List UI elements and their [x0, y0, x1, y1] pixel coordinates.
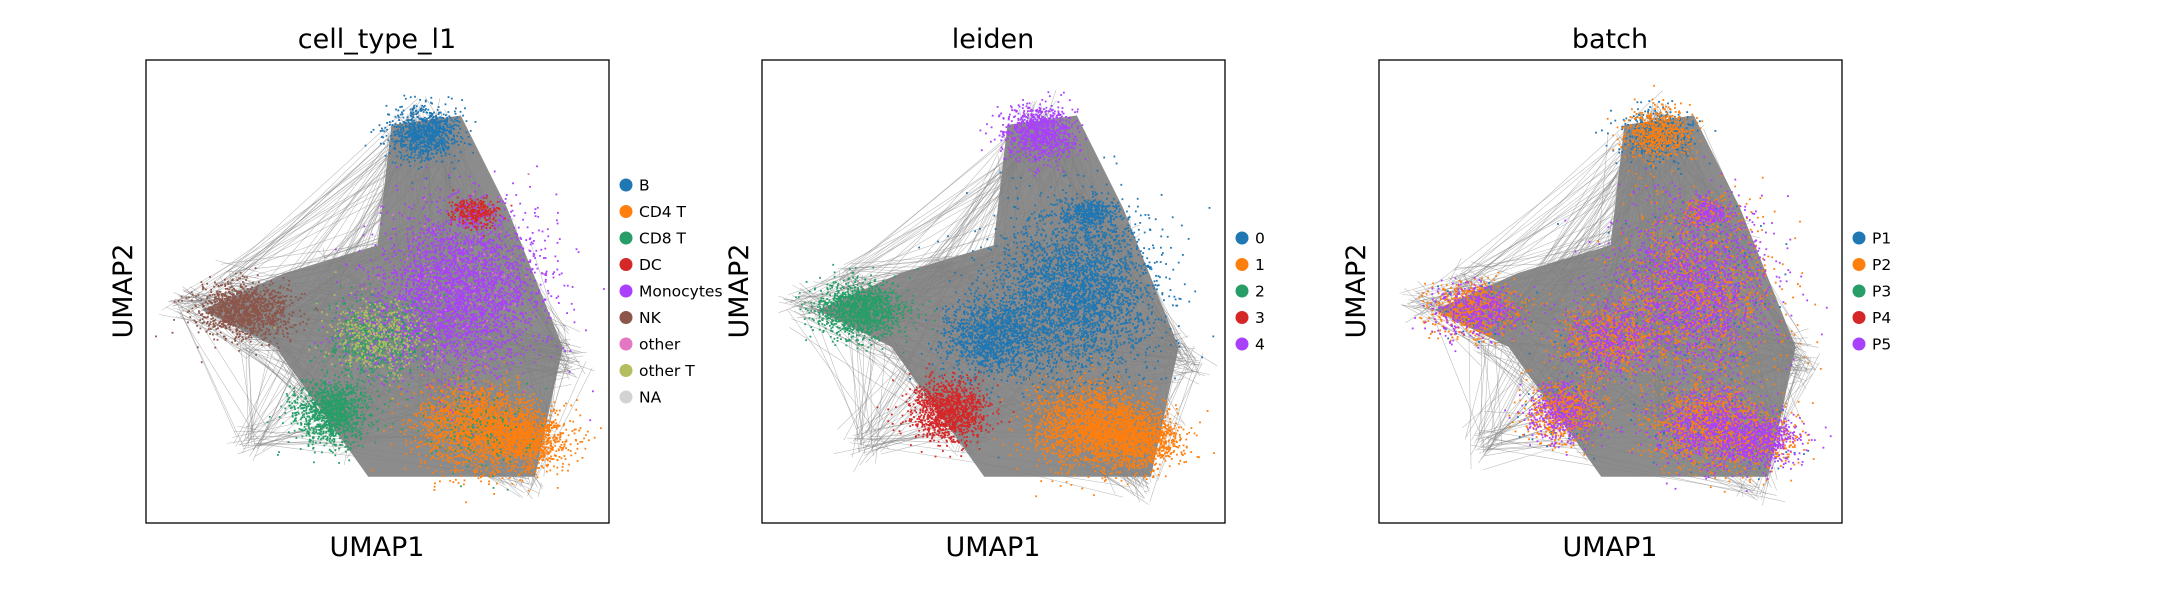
scatter-area — [1399, 84, 1832, 506]
legend-marker — [1852, 311, 1866, 324]
legend-marker — [619, 311, 633, 324]
legend-marker — [619, 364, 633, 377]
legend-label: NK — [639, 309, 662, 327]
umap-panel-leiden: leiden UMAP1 UMAP2 0 1 2 3 4 — [724, 24, 1265, 563]
legend: B CD4 T CD8 T DC Monocytes NK other other T NA — [619, 177, 723, 407]
legend-label: 2 — [1255, 283, 1265, 301]
legend-label: P4 — [1872, 309, 1891, 327]
umap-panel-batch: batch UMAP1 UMAP2 P1 P2 P3 P4 P5 — [1341, 24, 1891, 563]
legend-marker — [1235, 311, 1249, 324]
legend-marker — [1852, 337, 1866, 351]
legend-label: other — [639, 336, 681, 354]
scatter-series-4 — [979, 91, 1087, 177]
legend-marker — [1235, 231, 1249, 245]
scatter-series-2 — [795, 263, 936, 354]
legend-marker — [619, 231, 633, 245]
legend-marker — [619, 284, 633, 298]
legend-marker — [1852, 231, 1866, 245]
legend-label: CD4 T — [639, 203, 687, 221]
legend-marker — [1235, 337, 1249, 351]
x-axis-label: UMAP1 — [1563, 532, 1658, 563]
scatter-series-1 — [993, 338, 1215, 498]
panel-title: cell_type_l1 — [298, 24, 456, 55]
legend-label: 4 — [1255, 336, 1265, 354]
scatter-series-5 — [155, 267, 319, 364]
legend-label: CD8 T — [639, 230, 687, 248]
legend-marker — [1235, 284, 1249, 298]
umap-panel-cell-type: cell_type_l1 UMAP1 UMAP2 B CD4 T CD8 T DC Mo… — [108, 24, 723, 563]
y-axis-label: UMAP2 — [724, 244, 755, 339]
scatter-area — [155, 94, 609, 504]
scatter-series-3 — [876, 362, 1015, 458]
legend-marker — [1852, 284, 1866, 298]
legend-label: P2 — [1872, 256, 1891, 274]
legend-marker — [619, 178, 633, 192]
plot-frame — [145, 59, 610, 524]
legend-label: B — [639, 177, 650, 195]
legend-label: 0 — [1255, 230, 1265, 248]
legend-label: other T — [639, 362, 695, 380]
legend-label: P5 — [1872, 336, 1891, 354]
scatter-series-6 — [365, 173, 609, 420]
scatter-series-7 — [273, 271, 440, 400]
plot-frame — [1378, 59, 1843, 524]
legend-label: P3 — [1872, 283, 1891, 301]
y-axis-label: UMAP2 — [1341, 244, 1372, 339]
legend-label: Monocytes — [639, 283, 723, 301]
scatter-series-0 — [909, 153, 1215, 459]
legend-label: P1 — [1872, 230, 1891, 248]
y-axis-label: UMAP2 — [108, 244, 139, 339]
legend: 0 1 2 3 4 — [1235, 230, 1265, 354]
panel-title: leiden — [952, 24, 1034, 55]
legend-label: 3 — [1255, 309, 1265, 327]
legend-marker — [619, 390, 633, 404]
legend-label: NA — [639, 389, 662, 407]
scatter-area — [778, 90, 1218, 506]
x-axis-label: UMAP1 — [946, 532, 1041, 563]
panel-title: batch — [1572, 24, 1648, 55]
legend: P1 P2 P3 P4 P5 — [1852, 230, 1891, 354]
legend-marker — [1235, 258, 1249, 271]
scatter-series-4 — [1411, 155, 1832, 492]
plot-frame — [761, 59, 1226, 524]
x-axis-label: UMAP1 — [330, 532, 425, 563]
legend-label: DC — [639, 256, 662, 274]
legend-label: 1 — [1255, 256, 1265, 274]
scatter-series-4 — [313, 165, 605, 436]
legend-marker — [619, 205, 633, 218]
legend-marker — [619, 337, 633, 351]
legend-marker — [1852, 258, 1866, 271]
legend-marker — [619, 258, 633, 271]
scatter-series-0 — [364, 94, 477, 184]
